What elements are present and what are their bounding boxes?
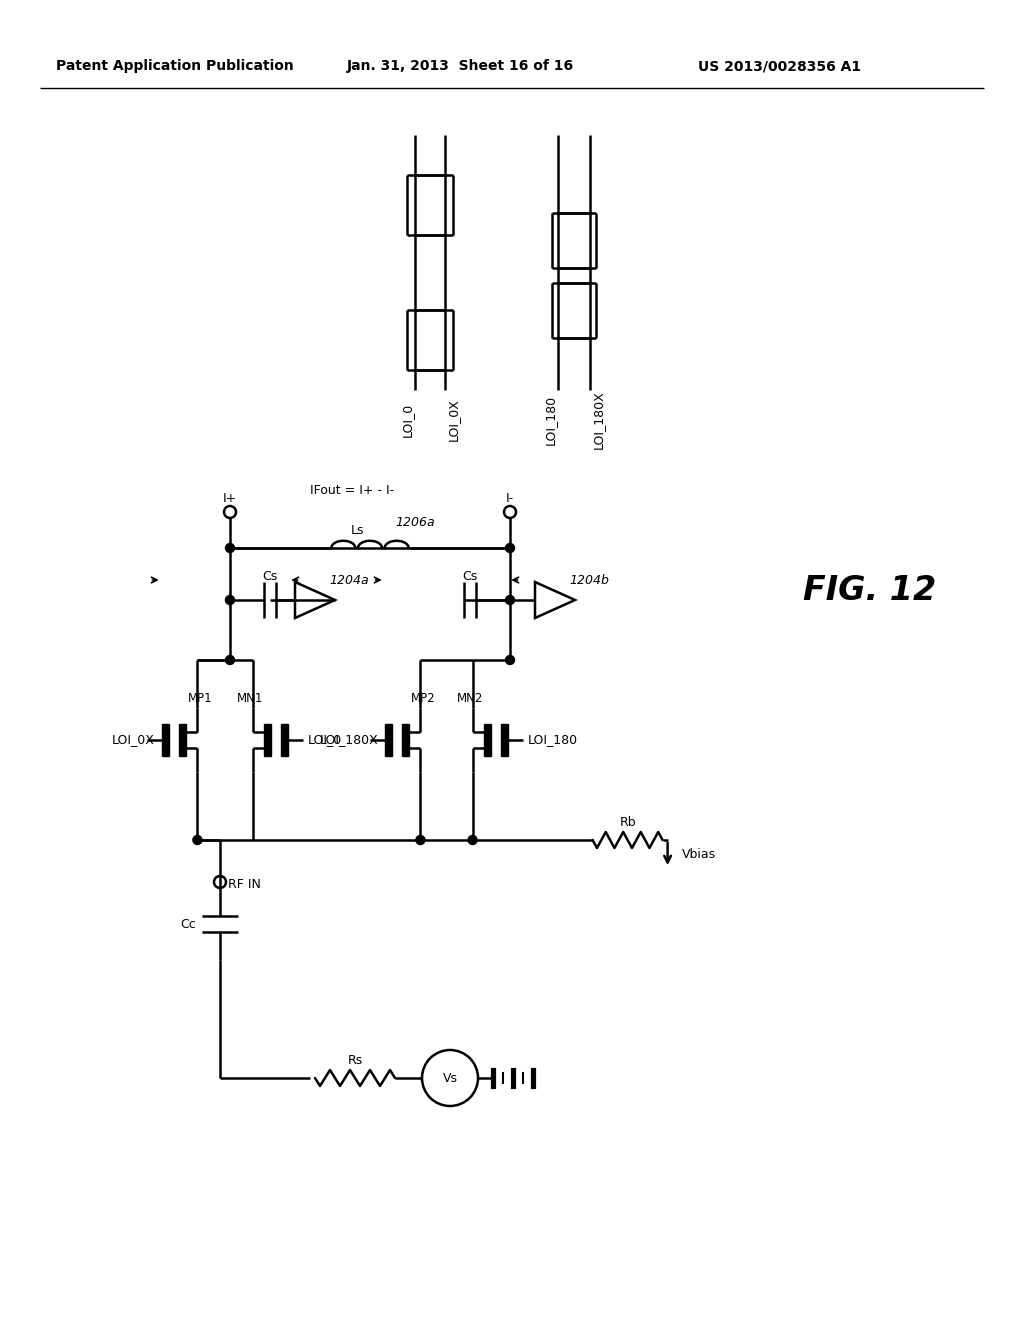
Circle shape (506, 595, 514, 605)
Text: MN2: MN2 (457, 692, 483, 705)
Text: LOI_180: LOI_180 (544, 395, 556, 445)
Text: I+: I+ (223, 491, 238, 504)
Text: LOI_0X: LOI_0X (112, 734, 155, 747)
Text: MP1: MP1 (187, 692, 212, 705)
Circle shape (416, 836, 425, 845)
Circle shape (506, 656, 514, 664)
Polygon shape (263, 723, 270, 756)
Text: 1206a: 1206a (395, 516, 434, 528)
Circle shape (468, 836, 477, 845)
Text: Vbias: Vbias (682, 847, 716, 861)
Text: Jan. 31, 2013  Sheet 16 of 16: Jan. 31, 2013 Sheet 16 of 16 (346, 59, 573, 73)
Text: MN1: MN1 (237, 692, 263, 705)
Text: Vs: Vs (442, 1072, 458, 1085)
Text: Cs: Cs (463, 569, 477, 582)
Text: FIG. 12: FIG. 12 (804, 573, 937, 606)
Text: LOI_0: LOI_0 (400, 403, 414, 437)
Text: Rb: Rb (620, 816, 636, 829)
Circle shape (225, 544, 234, 553)
Text: RF IN: RF IN (228, 878, 261, 891)
Polygon shape (385, 723, 391, 756)
Text: MP2: MP2 (411, 692, 435, 705)
Text: LOI_180X: LOI_180X (319, 734, 379, 747)
Text: Ls: Ls (351, 524, 365, 536)
Text: Patent Application Publication: Patent Application Publication (56, 59, 294, 73)
Polygon shape (483, 723, 490, 756)
Text: LOI_180: LOI_180 (528, 734, 579, 747)
Text: IFout = I+ - I-: IFout = I+ - I- (310, 483, 394, 496)
Text: Rs: Rs (347, 1053, 362, 1067)
Text: I-: I- (506, 491, 514, 504)
Polygon shape (502, 723, 508, 756)
Text: Cc: Cc (180, 917, 196, 931)
Circle shape (193, 836, 202, 845)
Polygon shape (402, 723, 410, 756)
Circle shape (225, 656, 234, 664)
Text: US 2013/0028356 A1: US 2013/0028356 A1 (698, 59, 861, 73)
Text: LOI_0X: LOI_0X (446, 399, 460, 441)
Polygon shape (162, 723, 169, 756)
Text: 1204a: 1204a (329, 573, 369, 586)
Polygon shape (282, 723, 289, 756)
Text: LOI_180X: LOI_180X (592, 391, 604, 449)
Text: Cs: Cs (262, 569, 278, 582)
Polygon shape (179, 723, 186, 756)
Text: 1204b: 1204b (569, 573, 609, 586)
Circle shape (506, 544, 514, 553)
Text: LOI_0: LOI_0 (308, 734, 342, 747)
Circle shape (225, 595, 234, 605)
